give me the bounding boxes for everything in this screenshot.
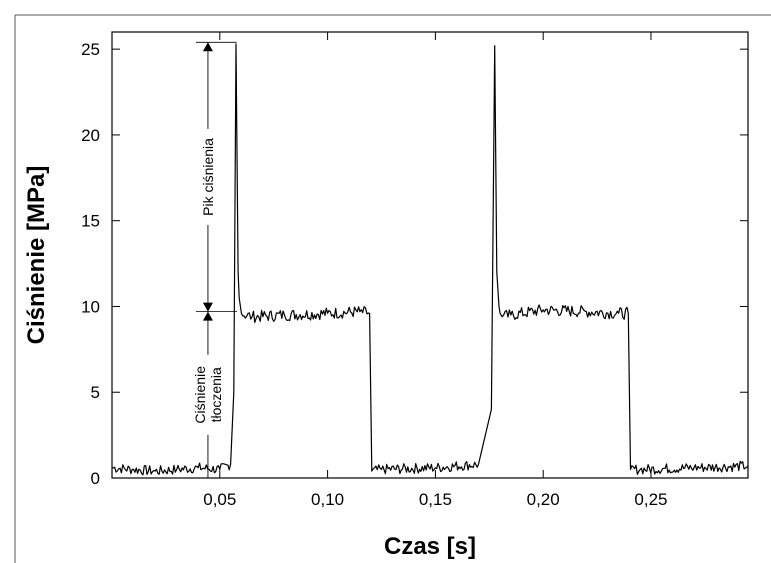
x-tick-label: 0,25 bbox=[634, 490, 667, 509]
series-layer bbox=[111, 43, 749, 476]
y-axis-ticks: 0 5 10 15 20 25 bbox=[81, 40, 748, 488]
x-tick-label: 0,10 bbox=[311, 490, 344, 509]
arrowhead bbox=[202, 302, 213, 312]
y-axis-title: Ciśnienie [MPa] bbox=[23, 166, 50, 345]
x-axis-ticks: 0,05 0,10 0,15 0,20 0,25 bbox=[203, 32, 668, 509]
y-tick-label: 25 bbox=[81, 40, 100, 59]
arrowhead bbox=[202, 42, 213, 52]
annotation-label-line: Ciśnienie bbox=[192, 366, 208, 424]
x-axis-title: Czas [s] bbox=[384, 533, 476, 560]
y-tick-label: 20 bbox=[81, 126, 100, 145]
plot-area bbox=[111, 31, 749, 479]
annotation-label: Ciśnienietłoczenia bbox=[192, 366, 224, 424]
arrowhead bbox=[202, 311, 213, 321]
y-tick-label: 10 bbox=[81, 297, 100, 316]
annotations: Pik ciśnienia Ciśnienietłoczenia bbox=[192, 41, 238, 478]
y-tick-label: 0 bbox=[91, 469, 100, 488]
y-tick-label: 15 bbox=[81, 212, 100, 231]
series-line bbox=[111, 43, 749, 476]
x-tick-label: 0,20 bbox=[527, 490, 560, 509]
annotation-label: Pik ciśnienia bbox=[200, 138, 216, 216]
x-tick-label: 0,15 bbox=[419, 490, 452, 509]
y-tick-label: 5 bbox=[91, 383, 100, 402]
annotation-label-line: tłoczenia bbox=[208, 367, 224, 422]
x-tick-label: 0,05 bbox=[203, 490, 236, 509]
